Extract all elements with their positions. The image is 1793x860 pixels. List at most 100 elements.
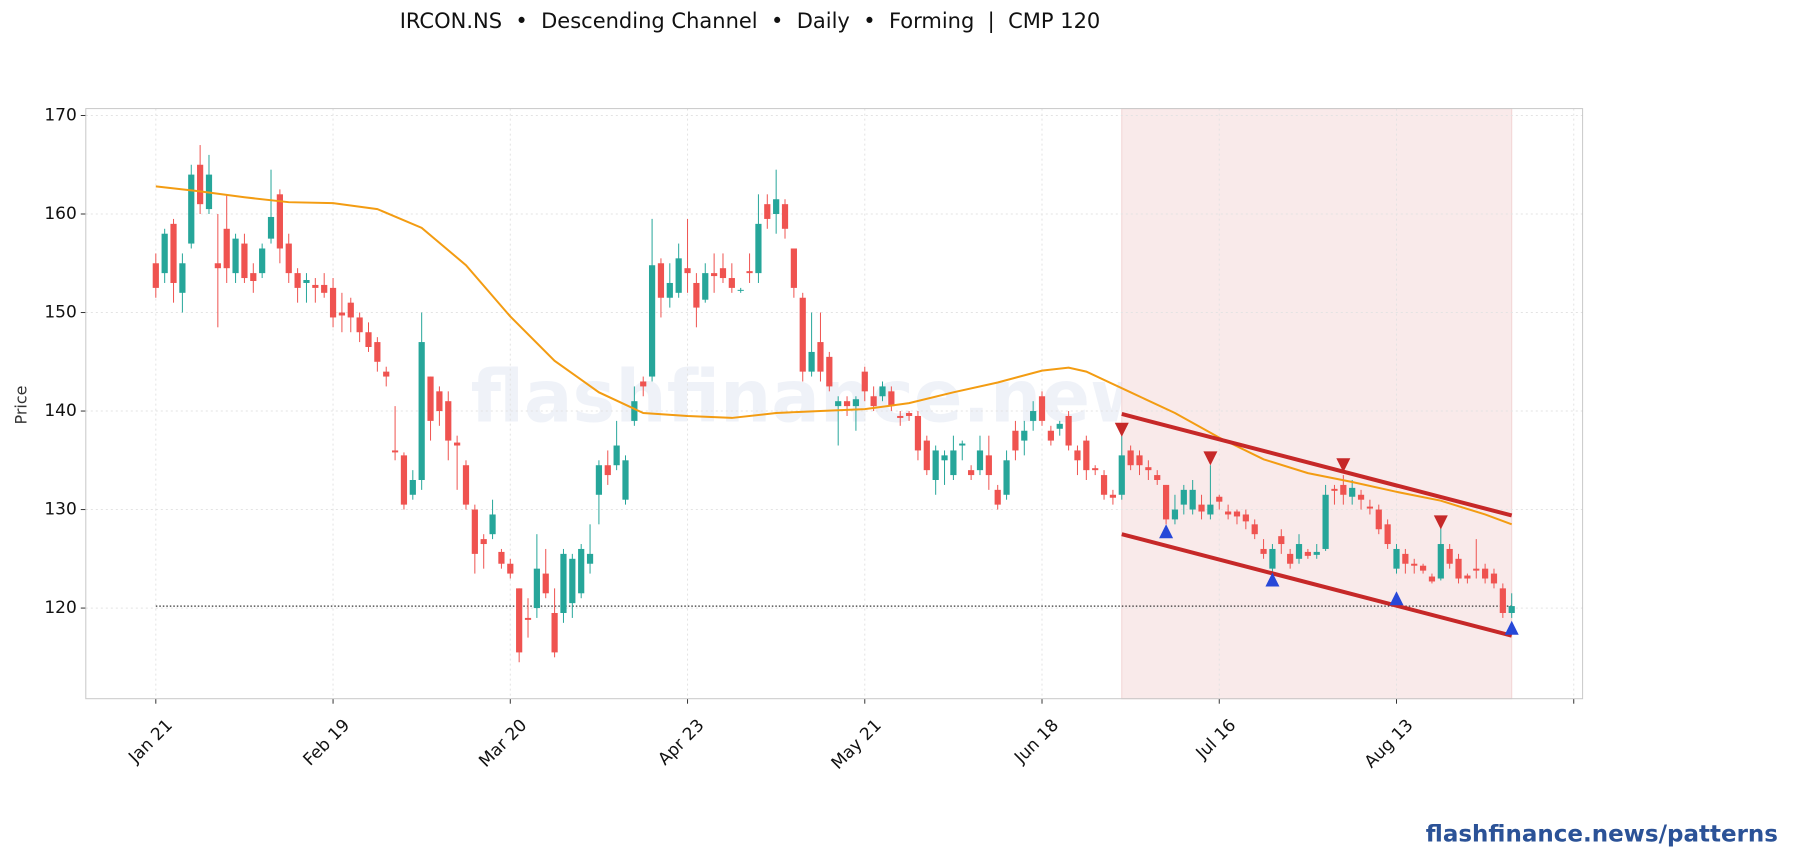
- candle-body: [764, 204, 771, 219]
- candle-body: [1189, 489, 1196, 510]
- candle-body: [1074, 450, 1081, 461]
- candle-body: [586, 553, 594, 564]
- candle-body: [374, 342, 381, 362]
- candle-body: [773, 199, 780, 215]
- candle-body: [1340, 484, 1347, 495]
- y-tick-label: 170: [44, 105, 76, 125]
- candle-body: [356, 317, 363, 333]
- candle-body: [188, 174, 195, 244]
- candle-body: [1428, 576, 1436, 582]
- candle-body: [914, 415, 922, 451]
- chart-title: IRCON.NS • Descending Channel • Daily • …: [400, 9, 1101, 34]
- candle-body: [1304, 551, 1311, 556]
- candle-body: [533, 568, 540, 609]
- candle-body: [241, 243, 248, 279]
- candle-body: [276, 194, 283, 249]
- candle-body: [1411, 563, 1418, 566]
- candle-body: [516, 588, 523, 653]
- candle-body: [1402, 553, 1409, 564]
- candle-body: [746, 271, 753, 274]
- candle-body: [391, 450, 399, 453]
- candle-body: [232, 238, 239, 274]
- candle-body: [329, 287, 337, 318]
- candle-body: [897, 415, 904, 418]
- candle-body: [1012, 430, 1019, 451]
- pivot-low: [1389, 591, 1404, 606]
- y-axis-label: Price: [12, 385, 31, 424]
- candle-body: [312, 284, 319, 288]
- candle-body: [409, 479, 416, 495]
- candle-body: [294, 273, 301, 288]
- candle-body: [1464, 575, 1471, 579]
- candle-body: [1056, 423, 1063, 429]
- candle-body: [1490, 573, 1498, 584]
- y-tick-label: 140: [44, 401, 76, 421]
- pivot-high: [1336, 458, 1351, 473]
- candle-body: [1030, 411, 1037, 421]
- x-tick-label: May 21: [828, 716, 886, 774]
- candle-body: [1499, 588, 1506, 613]
- candle-body: [560, 553, 567, 613]
- candle-body: [968, 470, 975, 476]
- candle-body: [1171, 509, 1179, 520]
- candle-body: [1366, 506, 1374, 509]
- candle-body: [799, 297, 806, 372]
- x-tick-label: Aug 13: [1361, 716, 1418, 773]
- candle-body: [976, 450, 984, 471]
- pivot-high: [1433, 515, 1448, 530]
- candle-body: [1455, 558, 1462, 579]
- candle-body: [1180, 489, 1187, 505]
- candle-body: [445, 401, 452, 441]
- candle-body: [905, 413, 913, 416]
- candle-body: [657, 263, 665, 298]
- candle-body: [1003, 460, 1010, 495]
- candle-body: [702, 273, 709, 300]
- y-tick-label: 150: [44, 303, 76, 323]
- candle-body: [861, 371, 868, 392]
- candle-body: [454, 442, 461, 446]
- candle-body: [595, 465, 603, 495]
- moving-average: [155, 185, 1513, 526]
- candle-body: [1419, 565, 1427, 571]
- candle-body: [259, 248, 266, 274]
- candle-body: [347, 302, 354, 318]
- candle-body: [790, 248, 797, 288]
- pivot-high: [1203, 451, 1218, 466]
- candle-body: [303, 280, 310, 283]
- candle-body: [1349, 487, 1356, 497]
- channel-zone: [1121, 108, 1513, 700]
- candle-body: [524, 617, 532, 620]
- x-tick-label: Jun 18: [1010, 716, 1063, 769]
- pivot-high: [1114, 422, 1129, 437]
- candle-body: [1021, 430, 1028, 441]
- candle-body: [179, 263, 186, 293]
- candle-body: [1083, 440, 1090, 471]
- candle-body: [400, 455, 408, 505]
- candle-body: [1109, 494, 1117, 498]
- candle-body: [1295, 544, 1303, 559]
- candle-body: [498, 551, 505, 564]
- pivot-low: [1159, 524, 1174, 539]
- candle-body: [480, 539, 487, 545]
- candle-body: [932, 450, 939, 480]
- candle-body: [941, 455, 948, 461]
- candle-body: [507, 563, 514, 574]
- candle-body: [719, 268, 727, 279]
- candle-body: [684, 268, 691, 274]
- candle-body: [631, 401, 638, 421]
- candle-body: [1136, 455, 1143, 466]
- candle-body: [1242, 514, 1249, 522]
- candle-body: [755, 223, 762, 274]
- candle-body: [1145, 467, 1152, 471]
- candle-body: [338, 312, 346, 316]
- candle-body: [214, 263, 221, 269]
- candle-body: [321, 284, 328, 293]
- candle-body: [1225, 511, 1232, 515]
- candle-body: [852, 399, 860, 407]
- candle-body: [1260, 548, 1267, 554]
- candle-body: [959, 443, 966, 446]
- candle-body: [578, 548, 585, 594]
- candle-body: [365, 332, 372, 348]
- candle-body: [888, 391, 895, 407]
- candle-body: [1038, 396, 1046, 421]
